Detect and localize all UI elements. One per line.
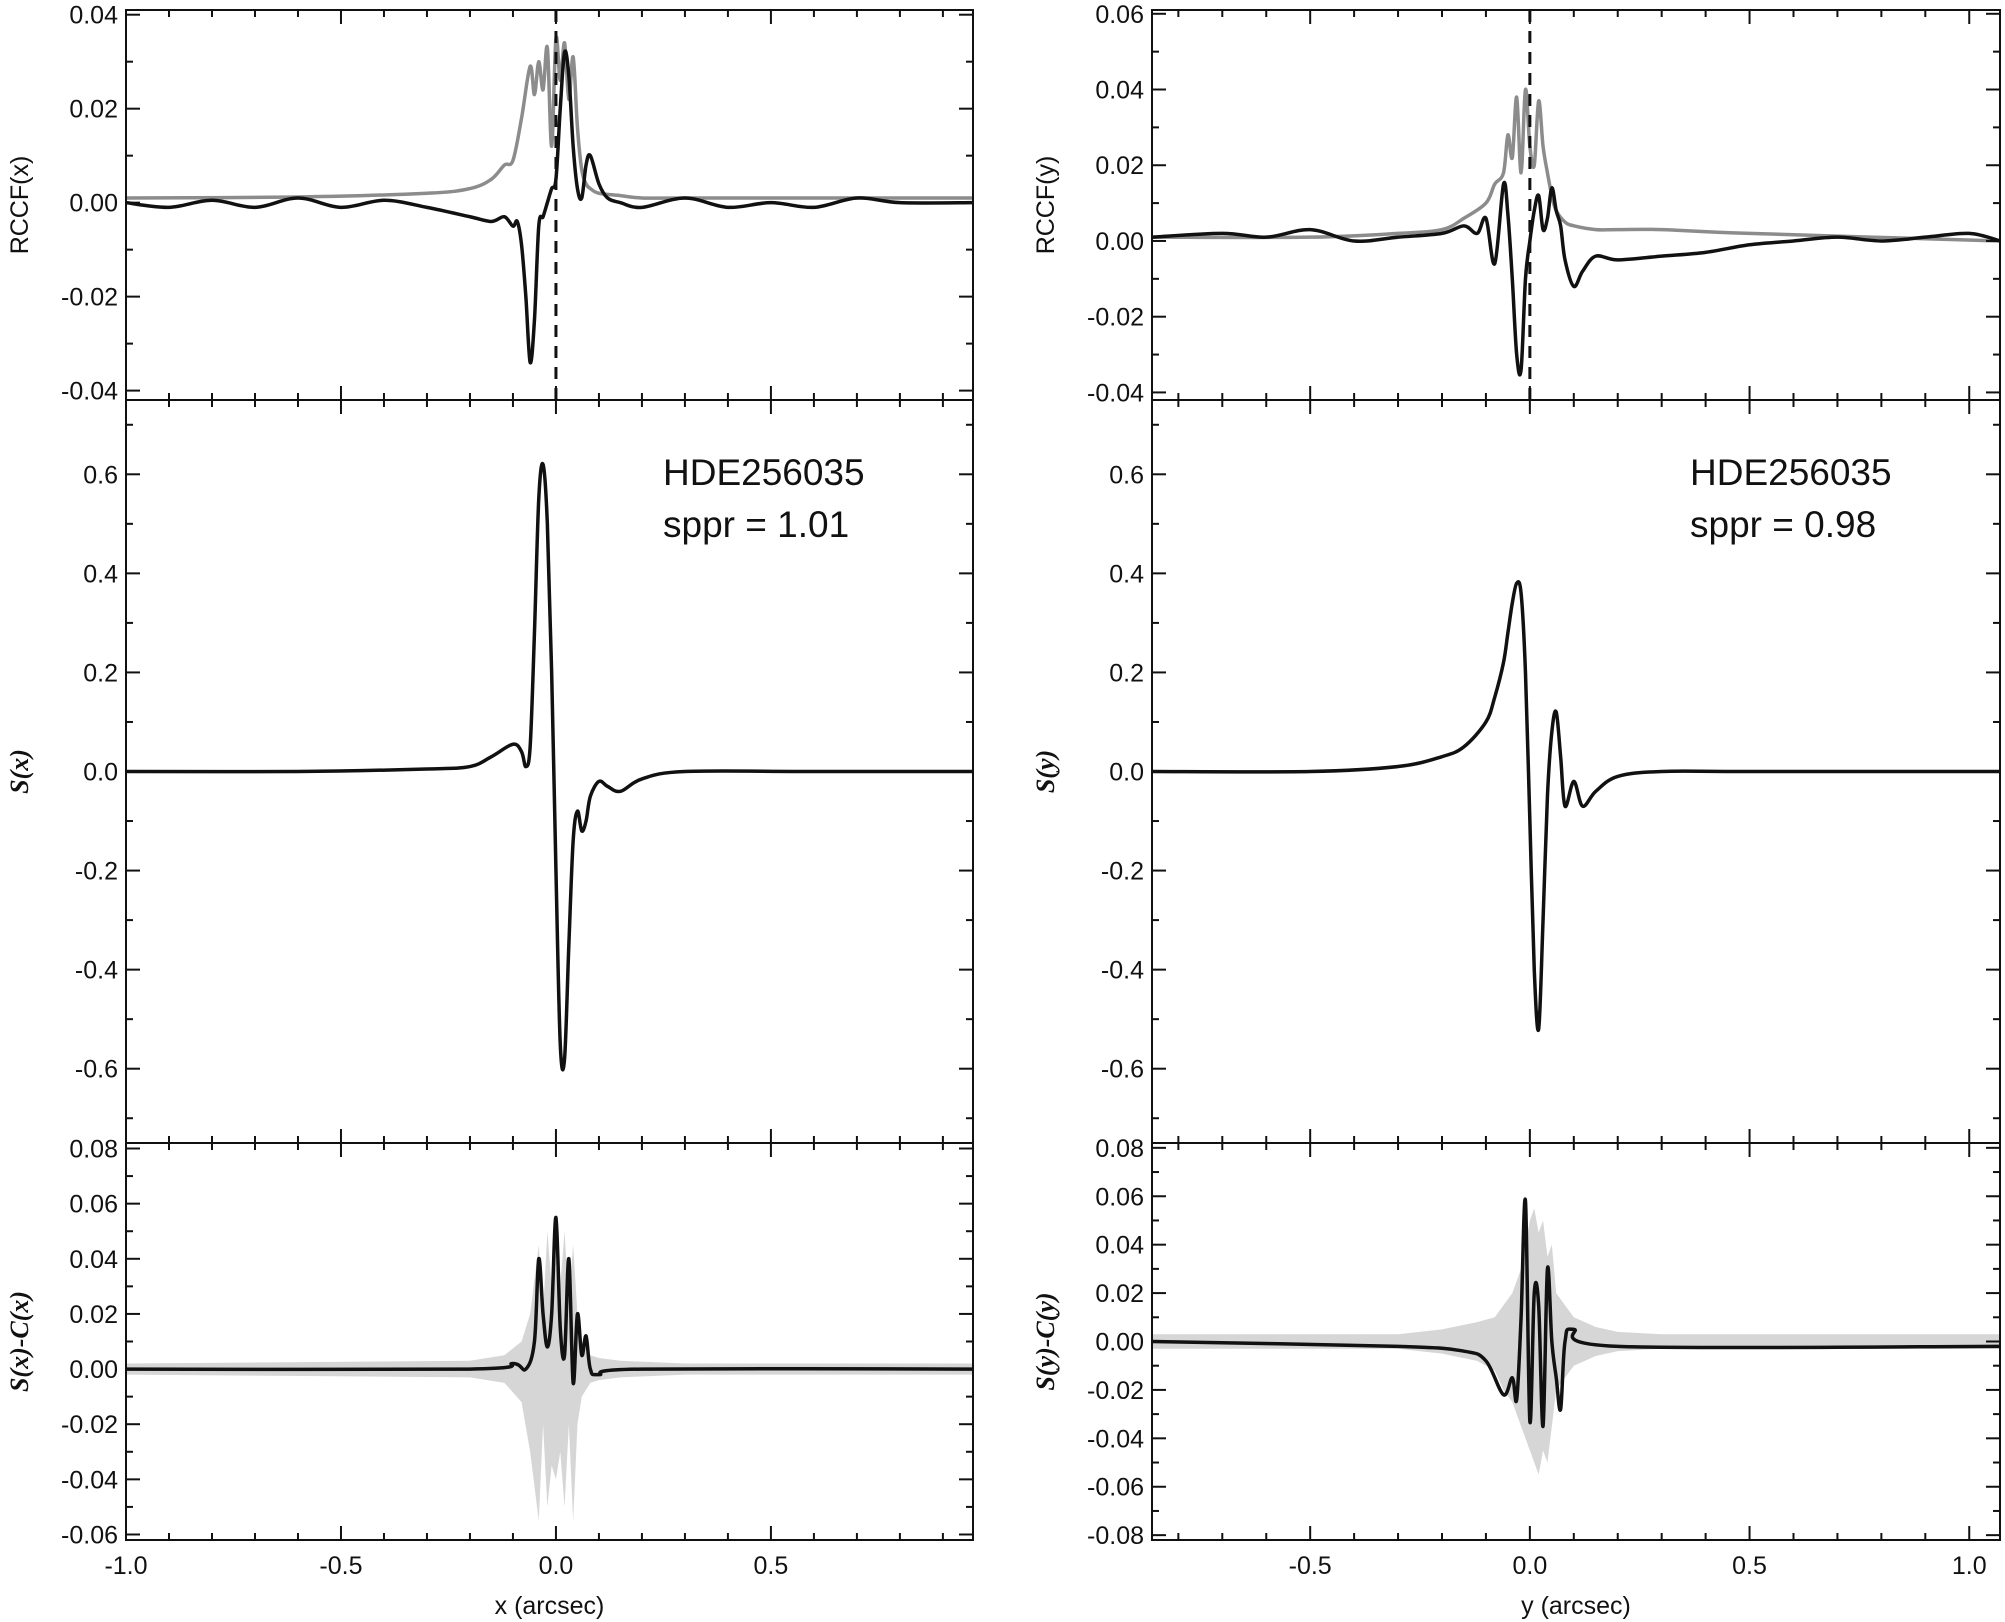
y-tick-label: -0.08 <box>1087 1522 1144 1550</box>
y-tick-label: 0.04 <box>1095 1232 1144 1260</box>
y-tick-label: -0.02 <box>61 284 118 312</box>
plot-area <box>126 10 973 400</box>
annotation-text: sppr = 1.01 <box>663 504 849 545</box>
series-line-black-0 <box>126 1215 973 1386</box>
y-tick-label: 0.06 <box>1095 1 1144 29</box>
y-tick-label: -0.4 <box>75 957 118 985</box>
x-tick-label: -0.5 <box>319 1552 362 1580</box>
y-tick-label: -0.06 <box>61 1521 118 1549</box>
panel-left-top: -0.04 -0.02 0.00 0.02 0.04 RCCF(x) <box>6 2 974 406</box>
x-tick-label: 0.0 <box>539 1552 574 1580</box>
y-axis-label: S(y) <box>1031 750 1060 793</box>
x-axis-label: x (arcsec) <box>495 1592 605 1620</box>
annotation-text: sppr = 0.98 <box>1690 504 1876 545</box>
y-tick-label: 0.6 <box>1109 461 1144 489</box>
y-tick-label: -0.6 <box>75 1056 118 1084</box>
plot-area <box>126 461 973 1072</box>
series-line-black-0 <box>126 461 973 1072</box>
y-tick-label: 0.02 <box>1095 1280 1144 1308</box>
y-axis-label: RCCF(x) <box>6 156 34 255</box>
y-tick-label: -0.06 <box>1087 1474 1144 1502</box>
y-tick-label: -0.04 <box>61 378 118 406</box>
axes-frame <box>1151 9 2001 401</box>
series-line-black-0 <box>1152 1197 2000 1428</box>
y-tick-label: -0.2 <box>75 858 118 886</box>
y-tick-label: 0.00 <box>1095 1329 1144 1357</box>
series-line-gray-0 <box>126 34 973 200</box>
panel-left-middle: -0.6 -0.4 -0.2 0.0 0.2 0.4 0.6 S(x) HDE256035 spp… <box>5 399 974 1144</box>
y-tick-label: 0.02 <box>69 96 118 124</box>
y-tick-label: 0.04 <box>1095 77 1144 105</box>
plot-area <box>1152 580 2000 1033</box>
series-line-black-1 <box>1152 180 2000 377</box>
plot-area <box>1152 1197 2000 1475</box>
y-tick-label: 0.06 <box>1095 1183 1144 1211</box>
y-tick-label: 0.04 <box>69 2 118 30</box>
y-tick-label: 0.00 <box>69 1356 118 1384</box>
x-tick-label: 0.5 <box>754 1552 789 1580</box>
y-tick-label: 0.08 <box>69 1136 118 1164</box>
y-tick-label: -0.04 <box>61 1466 118 1494</box>
x-tick-label: 1.0 <box>1952 1552 1987 1580</box>
x-tick-label: -0.5 <box>1289 1552 1332 1580</box>
x-axis-label: y (arcsec) <box>1521 1592 1631 1620</box>
y-tick-label: -0.4 <box>1101 957 1144 985</box>
series-line-black-0 <box>1152 580 2000 1033</box>
annotation-text: HDE256035 <box>1690 452 1892 493</box>
y-tick-label: 0.2 <box>83 659 118 687</box>
y-tick-label: 0.08 <box>1095 1135 1144 1163</box>
y-tick-label: 0.4 <box>1109 560 1144 588</box>
y-tick-label: -0.6 <box>1101 1056 1144 1084</box>
x-tick-label: -1.0 <box>104 1552 147 1580</box>
y-axis-label: S(y)-C(y) <box>1031 1292 1060 1390</box>
y-tick-label: -0.02 <box>1087 1377 1144 1405</box>
y-tick-label: 0.06 <box>69 1191 118 1219</box>
y-tick-label: -0.02 <box>61 1411 118 1439</box>
y-tick-label: -0.04 <box>1087 1425 1144 1453</box>
x-tick-label: 0.0 <box>1512 1552 1547 1580</box>
y-tick-label: 0.6 <box>83 461 118 489</box>
series-line-black-1 <box>126 49 973 365</box>
panel-right-bottom: -0.08 -0.06 -0.04 -0.02 0.00 0.02 0.04 0.06 0.08… <box>1031 1135 2001 1620</box>
y-tick-label: 0.0 <box>83 759 118 787</box>
y-tick-label: -0.2 <box>1101 858 1144 886</box>
y-tick-label: 0.04 <box>69 1246 118 1274</box>
panel-right-middle: -0.6 -0.4 -0.2 0.0 0.2 0.4 0.6 S(y) HDE256035 spp… <box>1031 399 2001 1144</box>
y-axis-label: RCCF(y) <box>1032 156 1060 255</box>
y-tick-label: 0.02 <box>1095 152 1144 180</box>
y-tick-label: -0.02 <box>1087 304 1144 332</box>
y-tick-label: 0.00 <box>1095 228 1144 256</box>
panel-left-bottom: -0.06 -0.04 -0.02 0.00 0.02 0.04 0.06 0.08 -1.0 -… <box>5 1136 974 1620</box>
y-tick-label: 0.00 <box>69 190 118 218</box>
x-tick-label: 0.5 <box>1732 1552 1767 1580</box>
uncertainty-band <box>126 1231 973 1521</box>
panel-right-top: -0.04 -0.02 0.00 0.02 0.04 0.06 RCCF(y) <box>1032 1 2001 407</box>
plot-area <box>1152 10 2000 400</box>
y-tick-label: 0.0 <box>1109 759 1144 787</box>
series-line-gray-0 <box>1152 87 2000 243</box>
y-axis-label: S(x)-C(x) <box>5 1291 34 1392</box>
y-tick-label: -0.04 <box>1087 379 1144 407</box>
plot-area <box>126 1215 973 1521</box>
y-tick-label: 0.4 <box>83 560 118 588</box>
y-tick-label: 0.02 <box>69 1301 118 1329</box>
annotation-text: HDE256035 <box>663 452 865 493</box>
y-axis-label: S(x) <box>5 749 34 794</box>
y-tick-label: 0.2 <box>1109 659 1144 687</box>
